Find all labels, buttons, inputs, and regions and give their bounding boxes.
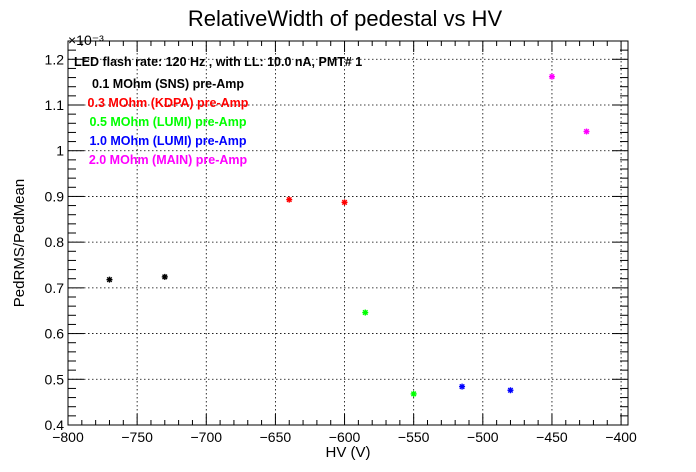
legend: 0.1 MOhm (SNS) pre-Amp 0.3 MOhm (KDPA) pr…	[88, 77, 249, 167]
marker-stroke	[459, 383, 465, 390]
x-tick-label: −400	[605, 429, 637, 445]
y-axis-label: PedRMS/PedMean	[11, 179, 28, 307]
axis-ticks	[67, 40, 628, 426]
y-tick-label: 0.9	[45, 188, 65, 204]
x-tick-label: −450	[536, 429, 568, 445]
y-tick-label: 1.1	[45, 97, 65, 113]
marker-stroke	[507, 387, 514, 394]
data-point	[583, 128, 590, 135]
legend-entry: 2.0 MOhm (MAIN) pre-Amp	[89, 153, 248, 167]
data-point	[362, 309, 369, 316]
legend-entry: 1.0 MOhm (LUMI) pre-Amp	[90, 134, 247, 148]
marker-stroke	[362, 309, 369, 316]
legend-entry: 0.5 MOhm (LUMI) pre-Amp	[90, 115, 247, 129]
tick-labels: −800 −750 −700 −650 −600 −550 −500 −450 −400 0.4 0…	[45, 51, 638, 445]
y-tick-label: 0.4	[45, 417, 65, 433]
data-point	[286, 196, 293, 203]
marker-stroke	[286, 196, 292, 203]
data-point	[459, 383, 466, 390]
marker-stroke	[583, 128, 590, 135]
x-tick-label: −750	[121, 429, 153, 445]
x-tick-label: −700	[190, 429, 222, 445]
legend-entry: 0.3 MOhm (KDPA) pre-Amp	[88, 96, 249, 110]
x-tick-label: −800	[52, 429, 84, 445]
chart-title: RelativeWidth of pedestal vs HV	[188, 6, 503, 31]
marker-stroke	[410, 391, 417, 397]
x-tick-label: −550	[398, 429, 430, 445]
y-tick-label: 0.8	[45, 234, 65, 250]
y-tick-label: 1.2	[45, 51, 65, 67]
marker-stroke	[341, 199, 348, 206]
y-tick-label: 1	[56, 143, 64, 159]
x-tick-label: −600	[329, 429, 361, 445]
data-point	[106, 276, 113, 283]
y-tick-label: 0.5	[45, 371, 65, 387]
x-tick-label: −500	[467, 429, 499, 445]
data-point	[548, 73, 555, 80]
data-point	[341, 199, 348, 206]
y-tick-label: 0.7	[45, 280, 65, 296]
x-axis-label: HV (V)	[326, 444, 371, 461]
marker-stroke	[106, 276, 113, 283]
y-exponent-label: ×10⁻³	[68, 32, 104, 48]
data-point	[161, 273, 168, 280]
marker-stroke	[549, 73, 555, 80]
x-tick-label: −650	[260, 429, 292, 445]
y-tick-label: 0.6	[45, 326, 65, 342]
marker-stroke	[162, 274, 168, 280]
data-point	[410, 390, 417, 397]
data-markers	[106, 73, 590, 397]
legend-entry: 0.1 MOhm (SNS) pre-Amp	[92, 77, 244, 91]
grid-lines	[68, 41, 628, 425]
headline-annotation: LED flash rate: 120 Hz , with LL: 10.0 n…	[74, 55, 362, 69]
data-point	[507, 387, 514, 394]
